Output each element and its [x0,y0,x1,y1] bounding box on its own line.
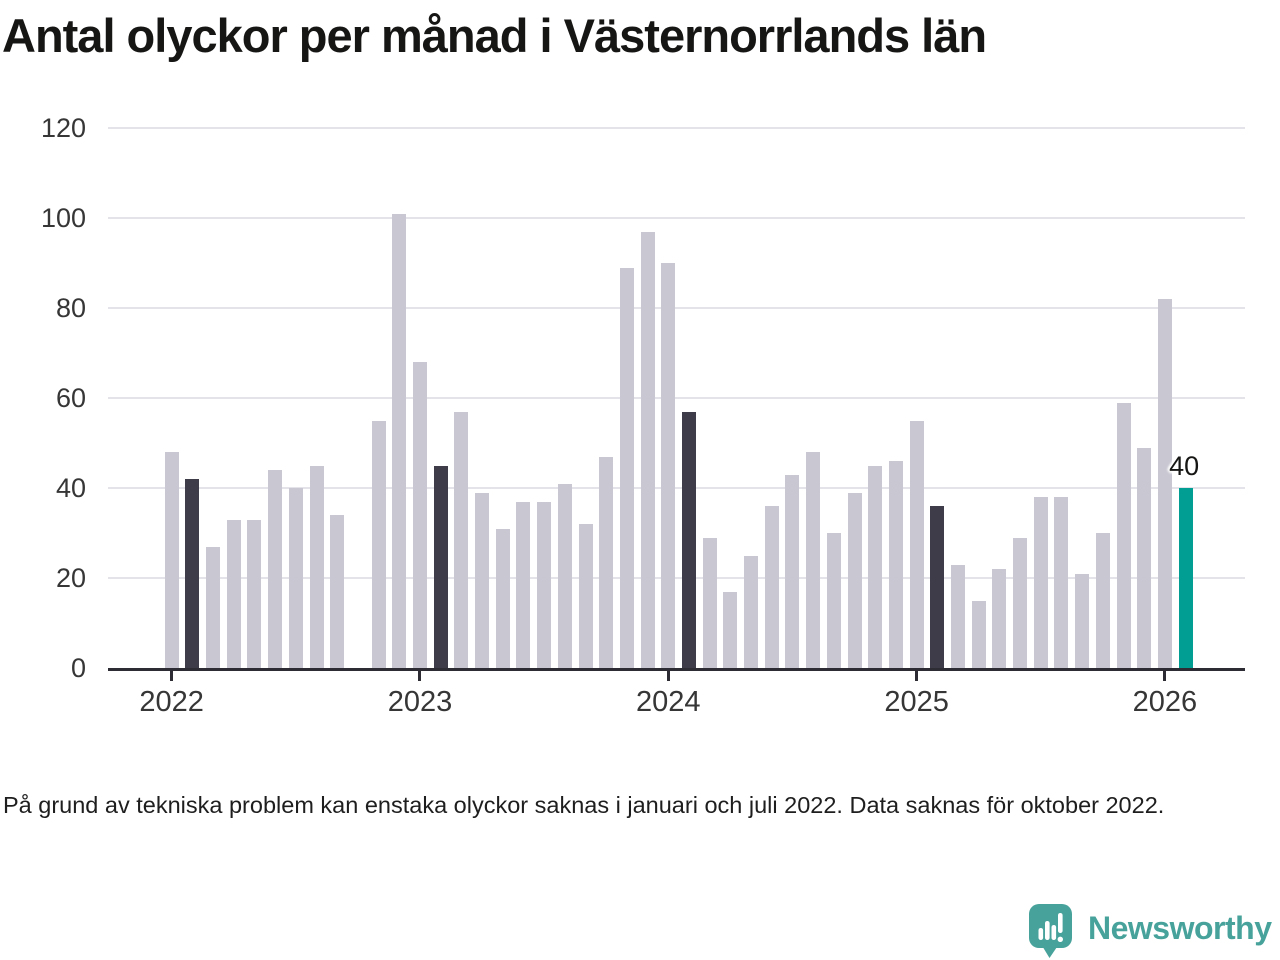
bar-2023-04 [475,492,490,668]
y-axis-tick-label: 120 [40,113,86,143]
bar-2022-11 [371,420,386,668]
bar-2023-05 [495,528,510,668]
bar-2022-07 [288,488,303,668]
bar-2025-01 [909,420,924,668]
bar-2023-11 [619,267,634,668]
gridline-y-120 [108,127,1245,129]
bar-2023-02 [433,465,448,668]
bar-2023-10 [599,456,614,668]
bar-2024-05 [744,555,759,668]
bar-2022-09 [330,515,345,668]
y-axis-tick-label: 0 [70,653,86,683]
bar-2024-11 [868,465,883,668]
bar-2022-03 [206,546,221,668]
y-axis-tick-label: 60 [55,383,86,413]
newsworthy-logo-text: Newsworthy [1088,910,1272,946]
bar-2024-06 [764,506,779,668]
bar-2022-02 [185,479,200,668]
bar-chart-plot-area: 0 20 40 60 80 100 120 2022 2023 2024 2025 2026 40 [40,113,1245,718]
bar-2024-09 [826,533,841,668]
y-axis-tick-label: 20 [55,563,86,593]
bar-2024-03 [702,537,717,668]
gridline-y-60 [108,397,1245,399]
bar-2025-02 [930,506,945,668]
bar-2023-09 [578,524,593,668]
gridline-y-40 [108,487,1245,489]
bar-2026-02 [1178,488,1193,668]
bar-2024-02 [681,411,696,668]
bar-2023-08 [557,483,572,668]
bar-2024-01 [661,263,676,668]
gridline-y-80 [108,307,1245,309]
x-axis-tick-2026 [1163,671,1167,681]
y-axis-tick-label: 80 [55,293,86,323]
bar-2024-08 [806,452,821,668]
chart-title: Antal olyckor per månad i Västernorrland… [2,9,987,62]
bar-2022-12 [392,213,407,668]
newsworthy-logo-icon [1029,904,1072,958]
x-axis-tick-2024 [666,671,670,681]
bar-2022-04 [226,519,241,668]
bar-2022-08 [309,465,324,668]
bar-2025-03 [950,564,965,668]
bar-2022-06 [268,470,283,668]
y-axis-tick-label: 100 [40,203,86,233]
x-axis-tick-2023 [418,671,422,681]
x-axis-year-label: 2022 [139,686,204,718]
bar-2025-08 [1054,497,1069,668]
bar-2022-05 [247,519,262,668]
x-axis-tick-2022 [170,671,174,681]
bar-2025-04 [971,600,986,668]
newsworthy-branding: Newsworthy [1028,903,1272,960]
x-axis-year-label: 2026 [1132,686,1198,718]
bar-2025-07 [1033,497,1048,668]
bar-2023-06 [516,501,531,668]
bar-2025-06 [1013,537,1028,668]
x-axis-tick-2025 [915,671,919,681]
bar-2026-01 [1157,299,1172,668]
bar-2022-01 [164,452,179,668]
gridline-y-100 [108,217,1245,219]
bar-2025-10 [1095,533,1110,668]
bar-2025-09 [1075,573,1090,668]
bar-2024-12 [888,461,903,668]
bar-2025-11 [1116,402,1131,668]
bar-2023-07 [537,501,552,668]
bar-2025-05 [992,569,1007,668]
x-axis-line [108,668,1245,671]
bar-2024-04 [723,591,738,668]
y-axis-tick-label: 40 [55,473,86,503]
bar-2024-07 [785,474,800,668]
bar-2024-10 [847,492,862,668]
bar-2025-12 [1137,447,1152,668]
chart-footnote: På grund av tekniska problem kan enstaka… [3,792,1165,818]
bar-2023-12 [640,231,655,668]
x-axis-year-label: 2025 [884,686,949,718]
bar-2023-03 [454,411,469,668]
x-axis-year-label: 2023 [387,686,453,718]
current-value-label: 40 [1169,451,1200,481]
gridline-y-20 [108,577,1245,579]
x-axis-year-label: 2024 [636,686,701,718]
bar-2023-01 [412,362,427,668]
